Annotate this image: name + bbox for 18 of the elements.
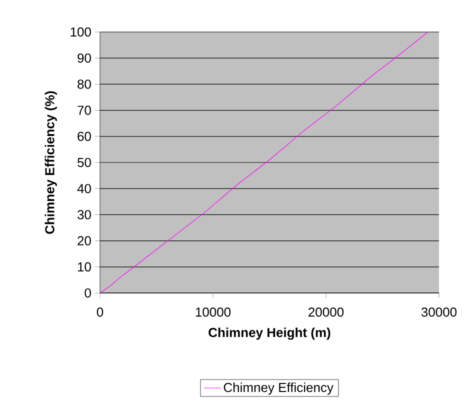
- y-axis-title: Chimney Efficiency (%): [44, 91, 57, 234]
- y-tick-label: 50: [78, 158, 91, 168]
- y-tick-label: 100: [70, 27, 91, 37]
- y-tick-label: 90: [78, 53, 91, 63]
- y-tick-label: 20: [78, 236, 91, 246]
- y-tick-label: 0: [84, 288, 91, 298]
- y-tick-label: 80: [78, 80, 91, 89]
- y-tick-label: 30: [78, 210, 91, 220]
- x-tick-label: 0: [96, 308, 104, 317]
- y-tick-label: 40: [77, 184, 91, 194]
- x-tick-label: 20000: [308, 308, 344, 317]
- legend-label: Chimney Efficiency: [224, 382, 334, 395]
- y-tick-label: 70: [78, 106, 91, 115]
- y-tick-label: 10: [78, 262, 91, 272]
- x-tick-label: 10000: [196, 308, 231, 317]
- x-tick-label: 30000: [421, 308, 457, 317]
- y-tick-label: 60: [78, 132, 91, 141]
- x-axis-title: Chimney Height (m): [208, 328, 330, 340]
